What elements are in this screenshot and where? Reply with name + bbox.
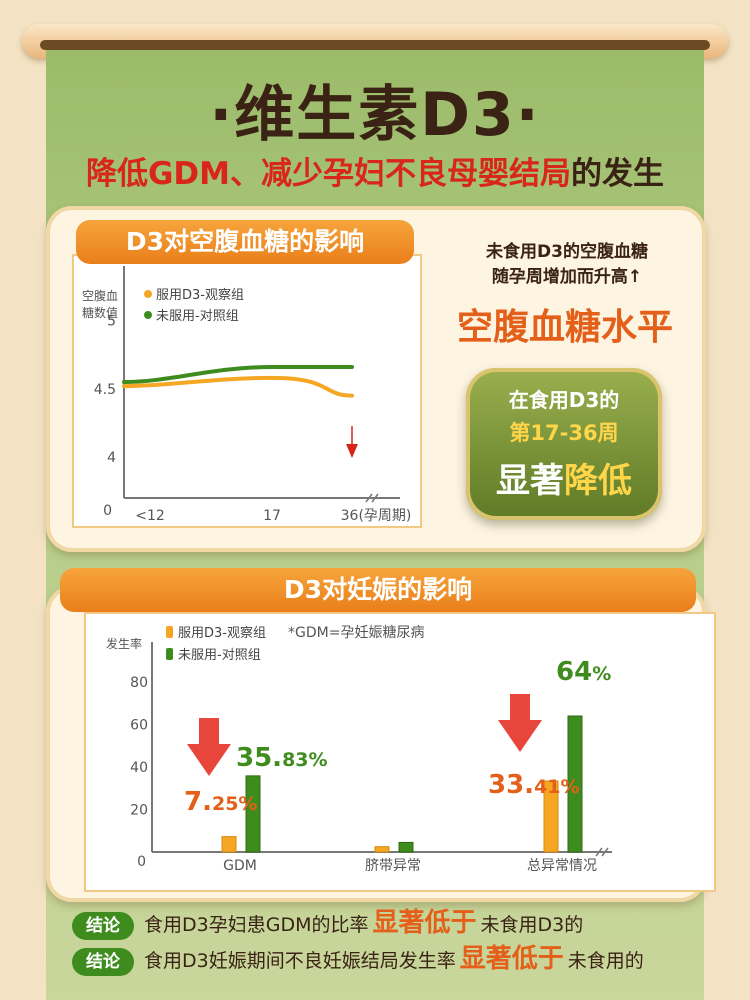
badge-line2: 第17-36周	[509, 421, 619, 445]
badge-line3: 显著降低	[466, 453, 662, 502]
side-note-line1: 未食用D3的空腹血糖	[486, 242, 648, 262]
conclusion-1-tag: 结论	[72, 912, 134, 940]
badge-line1: 在食用D3的	[508, 388, 620, 412]
conclusion-1-pre: 食用D3孕妇患GDM的比率	[144, 914, 369, 936]
badge-line3b: 降低	[564, 461, 632, 501]
conclusion-1-em: 显著低于	[372, 908, 477, 938]
glucose-side-note: 未食用D3的空腹血糖 随孕周增加而升高↑	[452, 240, 682, 290]
glucose-banner: D3对空腹血糖的影响	[76, 220, 414, 264]
conclusion-2-pre: 食用D3妊娠期间不良妊娠结局发生率	[144, 950, 456, 972]
conclusion-2: 结论 食用D3妊娠期间不良妊娠结局发生率 显著低于 未食用的	[72, 944, 644, 976]
subtitle-dark: 的发生	[571, 156, 665, 192]
conclusion-1-post: 未食用D3的	[480, 914, 584, 936]
reduction-badge: 在食用D3的 第17-36周 显著降低	[466, 368, 662, 520]
pregnancy-banner: D3对妊娠的影响	[60, 568, 696, 612]
conclusion-1: 结论 食用D3孕妇患GDM的比率 显著低于 未食用D3的	[72, 908, 584, 940]
page-title: ·维生素D3·	[209, 80, 541, 150]
badge-line3a: 显著	[496, 461, 564, 501]
glucose-chart-box	[72, 254, 422, 528]
subtitle-red: 降低GDM、减少孕妇不良母婴结局	[85, 156, 572, 192]
scroll-slot	[40, 40, 710, 50]
conclusion-2-tag: 结论	[72, 948, 134, 976]
conclusion-2-post: 未食用的	[567, 950, 644, 972]
side-note-line2: 随孕周增加而升高↑	[491, 267, 643, 287]
page-subtitle: 降低GDM、减少孕妇不良母婴结局的发生	[0, 148, 750, 193]
pregnancy-chart-box	[84, 612, 716, 892]
glucose-big-note: 空腹血糖水平	[456, 307, 673, 348]
conclusion-2-em: 显著低于	[459, 944, 564, 974]
